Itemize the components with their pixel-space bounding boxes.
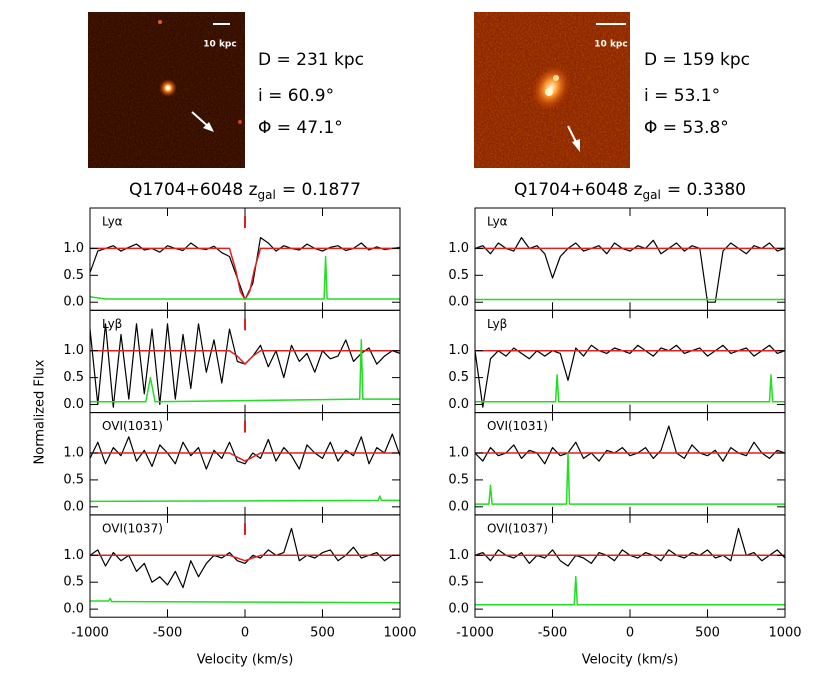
y-tick-label: 0.0 xyxy=(63,602,84,617)
panel: 0.0 0.5 1.0 Lyα xyxy=(448,207,786,311)
panel: 0.0 0.5 1.0 -1000 -500 0 500 1000 OVI(1037) xyxy=(63,514,417,641)
y-tick-label: 1.0 xyxy=(448,343,469,358)
y-tick-label: 0.5 xyxy=(63,370,84,385)
spectrum-line xyxy=(475,374,785,403)
x-axis-label: Velocity (km/s) xyxy=(197,653,294,668)
panel-frame xyxy=(474,309,786,414)
y-tick-label: 0.5 xyxy=(448,268,469,283)
panel-title: Q1704+6048 zgal = 0.3380 xyxy=(514,180,746,202)
panel-label: Lyα xyxy=(487,215,508,229)
spectrum-line xyxy=(475,237,785,303)
panel-label: OVI(1031) xyxy=(102,419,163,433)
panel: 0.0 0.5 1.0 Lyβ xyxy=(448,309,786,414)
spectrum-line xyxy=(90,527,400,589)
spectrum-line xyxy=(90,349,400,365)
panel-label: OVI(1031) xyxy=(487,419,548,433)
galaxy-image xyxy=(88,12,245,168)
spectrum-line xyxy=(90,597,400,604)
panel-label: Lyα xyxy=(102,215,123,229)
title-part: Q1704+6048 z xyxy=(129,180,258,200)
y-tick-label: 0.5 xyxy=(63,575,84,590)
x-tick-label: -1000 xyxy=(71,626,109,641)
plot-area xyxy=(90,237,400,301)
y-tick-label: 0.0 xyxy=(448,295,469,310)
y-tick-label: 1.0 xyxy=(448,445,469,460)
y-tick-label: 1.0 xyxy=(63,241,84,256)
title-part: gal xyxy=(643,188,661,202)
distance: D = 231 kpc xyxy=(258,50,364,70)
plot-area xyxy=(475,344,785,408)
panel-label: Lyβ xyxy=(102,317,122,331)
y-tick-label: 0.0 xyxy=(448,602,469,617)
y-tick-label: 0.0 xyxy=(63,295,84,310)
y-tick-label: 0.0 xyxy=(63,397,84,412)
spectrum-line xyxy=(90,237,400,301)
spectrum-line xyxy=(90,495,400,503)
y-tick-label: 1.0 xyxy=(448,241,469,256)
panel: 0.0 0.5 1.0 Lyβ xyxy=(63,309,401,414)
azimuth: Φ = 47.1° xyxy=(258,118,343,138)
panel-label: OVI(1037) xyxy=(487,521,548,535)
y-tick-label: 1.0 xyxy=(448,548,469,563)
title-part: gal xyxy=(258,188,276,202)
spectrum-line xyxy=(90,554,400,562)
y-tick-label: 1.0 xyxy=(63,445,84,460)
plot-area xyxy=(475,425,785,505)
y-tick-label: 1.0 xyxy=(63,343,84,358)
scale-label: 10 kpc xyxy=(203,40,236,50)
spectrum-line xyxy=(475,452,785,505)
title-part: = 0.1877 xyxy=(282,180,361,200)
panel: 0.0 0.5 1.0 -1000 -500 0 500 1000 OVI(1037) xyxy=(448,514,802,641)
y-tick-label: 0.0 xyxy=(448,397,469,412)
y-tick-label: 0.5 xyxy=(448,575,469,590)
x-tick-label: 1000 xyxy=(768,626,801,641)
y-tick-label: 0.5 xyxy=(63,472,84,487)
spectrum-line xyxy=(475,576,785,606)
spectrum-line xyxy=(90,339,400,403)
y-axis-label: Normalized Flux xyxy=(33,359,48,464)
plot-area xyxy=(475,237,785,303)
x-tick-label: 500 xyxy=(695,626,720,641)
panel-title: Q1704+6048 zgal = 0.1877 xyxy=(129,180,361,202)
x-tick-label: -500 xyxy=(538,626,568,641)
plot-area xyxy=(475,527,785,606)
x-tick-label: 500 xyxy=(310,626,335,641)
x-tick-label: 0 xyxy=(626,626,634,641)
plot-area xyxy=(90,323,400,408)
x-tick-label: -1000 xyxy=(456,626,494,641)
panel: 0.0 0.5 1.0 Lyα xyxy=(63,207,401,311)
y-tick-label: 0.0 xyxy=(448,499,469,514)
spectrum-line xyxy=(90,255,400,300)
spectrum-line xyxy=(90,323,400,408)
y-tick-label: 1.0 xyxy=(63,548,84,563)
scale-label: 10 kpc xyxy=(594,40,627,50)
x-tick-label: -500 xyxy=(153,626,183,641)
x-axis-label: Velocity (km/s) xyxy=(582,653,679,668)
y-tick-label: 0.5 xyxy=(448,472,469,487)
distance: D = 159 kpc xyxy=(644,50,750,70)
panel-label: Lyβ xyxy=(487,317,507,331)
spectrum-line xyxy=(90,452,400,462)
y-tick-label: 0.5 xyxy=(448,370,469,385)
title-part: Q1704+6048 z xyxy=(514,180,643,200)
spectrum-line xyxy=(90,433,400,470)
x-tick-label: 1000 xyxy=(383,626,416,641)
y-tick-label: 0.0 xyxy=(63,499,84,514)
inclination: i = 53.1° xyxy=(644,86,720,106)
spectrum-line xyxy=(475,344,785,408)
x-tick-label: 0 xyxy=(241,626,249,641)
panel: 0.0 0.5 1.0 OVI(1031) xyxy=(63,412,401,516)
panel-frame xyxy=(474,207,786,311)
galaxy-image xyxy=(474,12,630,168)
plot-area xyxy=(90,527,400,604)
y-tick-label: 0.5 xyxy=(63,268,84,283)
azimuth: Φ = 53.8° xyxy=(644,118,729,138)
title-part: = 0.3380 xyxy=(667,180,746,200)
spectrum-line xyxy=(90,247,400,301)
panel: 0.0 0.5 1.0 OVI(1031) xyxy=(448,412,786,516)
plot-area xyxy=(90,433,400,503)
panel-label: OVI(1037) xyxy=(102,521,163,535)
inclination: i = 60.9° xyxy=(258,86,334,106)
